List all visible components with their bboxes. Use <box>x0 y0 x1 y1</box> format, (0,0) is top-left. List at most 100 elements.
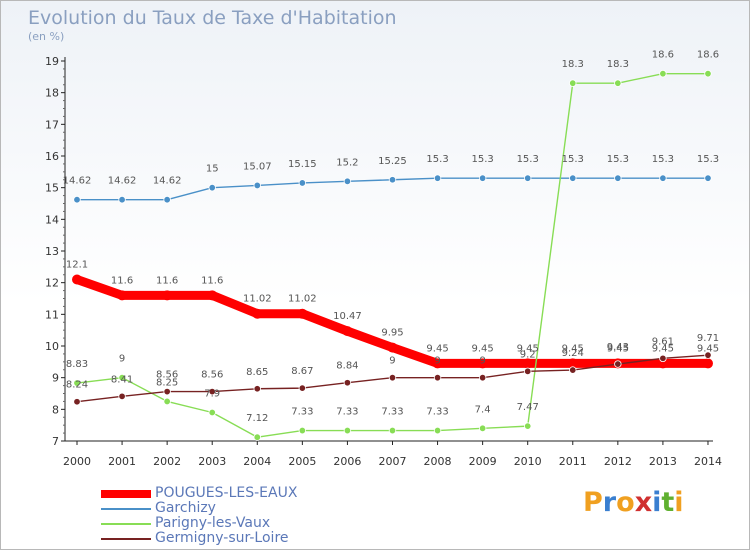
data-label: 10.47 <box>333 311 362 322</box>
data-point <box>388 176 397 184</box>
data-point <box>298 426 307 435</box>
data-point <box>252 308 263 319</box>
data-point <box>614 360 622 368</box>
data-label: 7.33 <box>336 407 358 418</box>
data-point <box>433 426 442 435</box>
x-tick-label: 2014 <box>694 455 722 468</box>
data-point <box>614 79 622 87</box>
data-label: 18.3 <box>562 59 584 70</box>
data-point <box>433 174 442 182</box>
series-0 <box>72 274 713 369</box>
x-tick-label: 2005 <box>288 455 316 468</box>
logo-letter: t <box>661 487 675 518</box>
data-label: 15.3 <box>697 154 719 165</box>
legend-label: Garchizy <box>155 500 216 516</box>
data-label: 15.3 <box>652 154 674 165</box>
logo-letter: i <box>674 487 684 518</box>
data-label: 14.62 <box>153 176 182 187</box>
legend-label: Parigny-les-Vaux <box>155 515 271 531</box>
data-point <box>524 422 532 430</box>
data-point <box>704 69 712 78</box>
x-tick-label: 2013 <box>649 455 677 468</box>
x-tick-label: 2002 <box>153 455 181 468</box>
y-tick-label: 13 <box>45 245 59 258</box>
data-point <box>253 181 261 190</box>
logo-letter: r <box>602 487 617 518</box>
series-layer <box>72 69 713 441</box>
x-tick-label: 2001 <box>108 455 136 468</box>
data-point <box>343 426 352 435</box>
data-point <box>208 183 216 192</box>
logo-letter: P <box>583 487 603 518</box>
data-point <box>614 174 622 182</box>
data-label: 8.25 <box>156 377 178 388</box>
data-label: 11.6 <box>111 275 133 286</box>
data-label: 9.45 <box>517 343 539 354</box>
data-point <box>253 385 261 393</box>
data-label: 15.2 <box>336 157 358 168</box>
y-tick-label: 17 <box>45 118 59 131</box>
data-label: 11.02 <box>288 294 317 305</box>
data-label: 11.6 <box>156 275 178 286</box>
data-point <box>702 358 713 369</box>
data-label: 15 <box>206 164 219 175</box>
x-tick-label: 2004 <box>243 455 271 468</box>
data-point <box>388 426 397 435</box>
data-point <box>477 358 488 369</box>
data-point <box>207 290 218 301</box>
data-label: 15.3 <box>607 154 629 165</box>
data-point <box>704 351 712 359</box>
data-label: 9.61 <box>652 336 674 347</box>
data-point <box>569 366 577 374</box>
data-label: 15.07 <box>243 161 272 172</box>
data-point <box>72 274 82 285</box>
x-tick-label: 2008 <box>424 455 452 468</box>
y-tick-label: 16 <box>45 150 59 163</box>
data-label: 14.62 <box>108 176 137 187</box>
data-point <box>73 379 81 387</box>
data-label: 15.3 <box>562 154 584 165</box>
data-point <box>118 373 126 382</box>
series-3 <box>73 351 712 406</box>
legend-label: Germigny-sur-Loire <box>155 530 289 546</box>
data-label: 8.67 <box>291 366 313 377</box>
logo-letter: o <box>616 487 635 518</box>
data-label: 9.45 <box>697 343 719 354</box>
x-tick-label: 2012 <box>604 455 632 468</box>
data-point <box>163 397 171 406</box>
y-tick-label: 19 <box>45 55 59 68</box>
data-point <box>298 179 307 187</box>
x-tick-label: 2010 <box>514 455 542 468</box>
data-label: 9 <box>119 354 125 365</box>
data-label: 8.24 <box>66 380 88 391</box>
data-label: 9.45 <box>471 343 493 354</box>
data-point <box>208 408 216 417</box>
data-label: 9.24 <box>562 348 584 359</box>
y-tick-label: 11 <box>45 308 59 321</box>
data-label: 15.25 <box>378 156 407 167</box>
axes: 7 8 9 10 11 12 13 14 15 16 17 18 19 2000 2001 2002 2003 2… <box>45 55 722 468</box>
data-label: 8.41 <box>111 374 133 385</box>
data-label: 7.33 <box>291 407 313 418</box>
data-label: 15.3 <box>517 154 539 165</box>
data-point <box>659 69 667 78</box>
data-label: 9.43 <box>607 342 629 353</box>
data-point <box>567 358 578 369</box>
data-label: 18.3 <box>607 59 629 70</box>
data-label: 9.45 <box>652 343 674 354</box>
data-point <box>342 326 353 337</box>
y-tick-label: 7 <box>52 435 59 448</box>
data-point <box>522 358 533 369</box>
data-label: 11.6 <box>201 275 223 286</box>
data-label: 15.3 <box>471 154 493 165</box>
legend-swatch <box>101 523 151 525</box>
chart-subtitle: (en %) <box>28 30 65 43</box>
data-label: 11.02 <box>243 294 272 305</box>
legend-swatch <box>101 490 151 498</box>
data-label: 8.65 <box>246 367 268 378</box>
y-tick-label: 12 <box>45 277 59 290</box>
legend-label: POUGUES-LES-EAUX <box>155 485 298 501</box>
data-label: 7.4 <box>475 404 491 415</box>
